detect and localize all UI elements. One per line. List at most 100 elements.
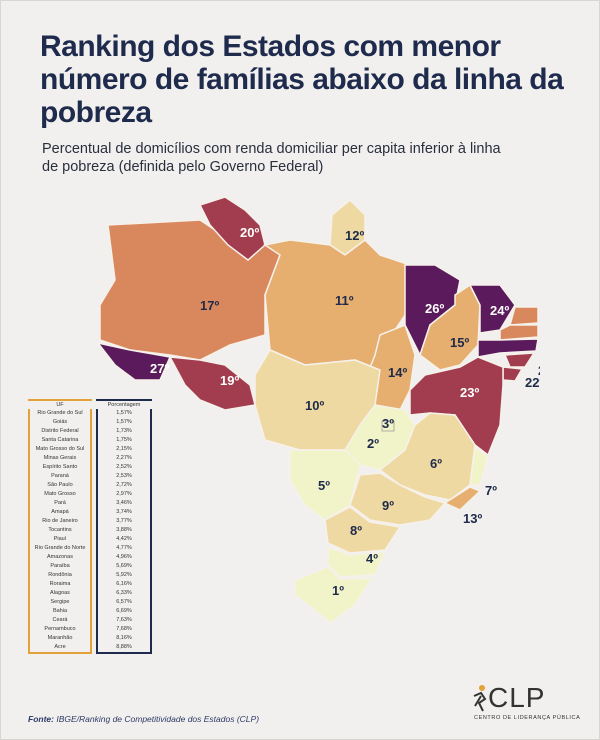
table-cell-uf: Goiás: [52, 419, 68, 425]
map-label-ma: 26º: [425, 301, 444, 316]
table-cell-percentage: 6,57%: [116, 599, 132, 605]
state-sp: [349, 472, 447, 526]
table-cell-uf: Rondônia: [48, 572, 72, 578]
state-rj: [443, 486, 482, 511]
state-sc: [327, 545, 387, 578]
state-al: [503, 352, 536, 368]
state-pb: [499, 324, 539, 341]
table-cell-uf: Amapá: [51, 509, 69, 515]
table-cell-uf: Distrito Federal: [41, 428, 79, 434]
map-label-rs: 1º: [332, 583, 344, 598]
clp-logo: CLP CENTRO DE LIDERANÇA PÚBLICA: [470, 682, 580, 722]
table-cell-percentage: 6,33%: [116, 590, 132, 596]
map-label-ac: 27º: [150, 361, 169, 376]
table-header-uf: UF: [28, 399, 92, 409]
table-header-percentage: Porcentagem: [96, 399, 152, 409]
table-cell-percentage: 3,46%: [116, 500, 132, 506]
runner-icon: [473, 685, 487, 712]
table-cell-uf: Pará: [54, 500, 66, 506]
map-label-to: 14º: [388, 365, 407, 380]
table-cell-uf: Amazonas: [47, 554, 73, 560]
map-label-mg: 6º: [430, 456, 442, 471]
map-label-rj: 13º: [463, 511, 482, 526]
brazil-map: 20º12º17º11º26º24º16º18º15º25º21º22º27º1…: [96, 196, 540, 624]
table-cell-percentage: 1,73%: [116, 428, 132, 434]
map-label-pa: 11º: [335, 293, 354, 308]
table-cell-uf: Rio Grande do Norte: [34, 545, 86, 551]
state-es: [469, 445, 489, 486]
table-cell-uf: Paraná: [51, 473, 69, 479]
state-ro: [168, 356, 256, 411]
table-cell-uf: Acre: [54, 644, 66, 650]
state-ms: [289, 449, 361, 521]
map-label-rr: 20º: [240, 225, 259, 240]
table-cell-uf: Roraima: [49, 581, 71, 587]
map-label-ms: 5º: [318, 478, 330, 493]
table-cell-uf: Tocantins: [48, 527, 72, 533]
table-cell-percentage: 1,57%: [116, 419, 132, 425]
table-cell-percentage: 2,97%: [116, 491, 132, 497]
table-cell-uf: Mato Grosso do Sul: [35, 446, 85, 452]
source-text: IBGE/Ranking de Competitividade dos Esta…: [56, 714, 260, 724]
table-cell-uf: Pernambuco: [44, 626, 76, 632]
map-label-df: 3º: [382, 416, 394, 431]
page-subtitle: Percentual de domicílios com renda domic…: [42, 141, 501, 175]
table-cell-percentage: 2,53%: [116, 473, 132, 479]
ranking-table: UF Porcentagem Rio Grande do Sul Goiás Dis…: [28, 399, 154, 654]
table-cell-uf: Espírito Santo: [42, 464, 78, 470]
table-cell-uf: Paraíba: [50, 563, 70, 569]
table-cell-uf: Ceará: [52, 617, 68, 623]
map-label-mt: 10º: [305, 398, 324, 413]
table-cell-percentage: 3,74%: [116, 509, 132, 515]
table-cell-percentage: 8,16%: [116, 635, 132, 641]
table-cell-uf: Rio Grande do Sul: [37, 410, 83, 416]
map-label-ba: 23º: [460, 385, 479, 400]
table-cell-percentage: 6,16%: [116, 581, 132, 587]
table-cell-percentage: 2,72%: [116, 482, 132, 488]
table-cell-percentage: 2,27%: [116, 455, 132, 461]
map-label-pr: 8º: [350, 523, 362, 538]
table-cell-percentage: 7,68%: [116, 626, 132, 632]
table-cell-uf: Bahia: [52, 608, 68, 614]
state-df: [381, 420, 395, 432]
table-cell-uf: São Paulo: [47, 482, 73, 488]
table-cell-percentage: 1,75%: [116, 437, 132, 443]
state-pr: [324, 506, 402, 554]
table-cell-uf: Piauí: [53, 536, 67, 542]
map-label-es: 7º: [485, 483, 497, 498]
map-label-al: 21º: [538, 363, 540, 378]
source-label: Fonte:: [28, 714, 54, 724]
table-column-percentage: 1,57% 1,57% 1,73% 1,75% 2,15% 2,27% 2,52% 2,53%…: [96, 409, 152, 654]
map-label-pi: 15º: [450, 335, 469, 350]
table-cell-percentage: 2,52%: [116, 464, 132, 470]
table-cell-percentage: 8,88%: [116, 644, 132, 650]
table-cell-percentage: 4,96%: [116, 554, 132, 560]
table-cell-uf: Maranhão: [47, 635, 73, 641]
map-label-am: 17º: [200, 298, 219, 313]
state-ac: [96, 341, 172, 381]
table-cell-percentage: 6,69%: [116, 608, 132, 614]
page-title: Ranking dos Estados com menor número de …: [40, 30, 564, 129]
state-se: [502, 366, 524, 382]
table-cell-uf: Mato Grosso: [44, 491, 76, 497]
table-cell-percentage: 5,69%: [116, 563, 132, 569]
state-rs: [294, 566, 374, 624]
logo-tagline: CENTRO DE LIDERANÇA PÚBLICA: [474, 715, 581, 721]
map-label-sp: 9º: [382, 498, 394, 513]
table-cell-percentage: 5,92%: [116, 572, 132, 578]
table-column-uf: Rio Grande do Sul Goiás Distrito Federal Sa…: [28, 409, 92, 654]
table-cell-uf: Minas Gerais: [43, 455, 77, 461]
map-label-ce: 24º: [490, 303, 509, 318]
table-cell-percentage: 4,42%: [116, 536, 132, 542]
map-label-se: 22º: [525, 375, 540, 390]
table-cell-uf: Sergipe: [50, 599, 70, 605]
state-rn: [508, 306, 539, 326]
table-cell-percentage: 2,15%: [116, 446, 132, 452]
map-label-ap: 12º: [345, 228, 364, 243]
table-cell-percentage: 3,77%: [116, 518, 132, 524]
table-cell-percentage: 3,88%: [116, 527, 132, 533]
map-label-ro: 19º: [220, 373, 239, 388]
table-cell-percentage: 4,77%: [116, 545, 132, 551]
logo-word: CLP: [488, 682, 546, 713]
source-note: Fonte: IBGE/Ranking de Competitividade d…: [28, 714, 259, 724]
